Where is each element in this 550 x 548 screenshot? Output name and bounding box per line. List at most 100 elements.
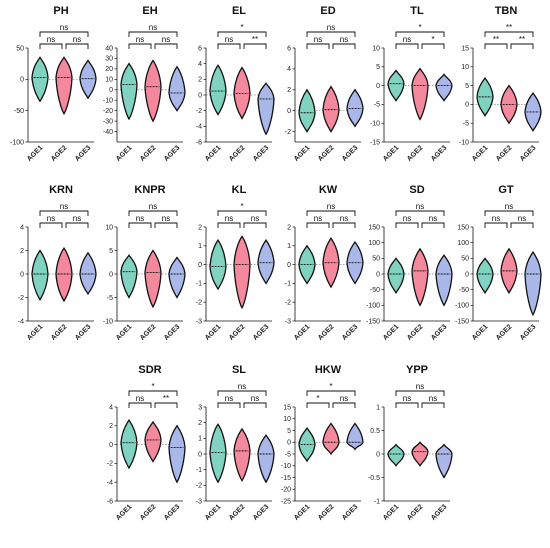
significance-bracket xyxy=(65,43,89,49)
y-tick-label: 150 xyxy=(457,224,469,231)
panel-kl: KL -3 -2 -1 0 1 2 AGE1 AGE2 AGE3 ns ns * xyxy=(196,184,275,342)
panel-title: KW xyxy=(319,184,338,196)
y-tick-label: 4 xyxy=(198,61,202,68)
significance-label: ns xyxy=(327,23,335,32)
y-tick-label: 2 xyxy=(287,224,291,231)
significance-label: * xyxy=(240,23,243,32)
x-tick-label: AGE2 xyxy=(228,144,247,163)
x-tick-label: AGE1 xyxy=(471,144,490,163)
violin-age3 xyxy=(168,424,186,484)
significance-label: ns xyxy=(340,214,348,223)
significance-bracket xyxy=(306,222,330,228)
y-tick-label: -150 xyxy=(455,318,469,325)
violin-age2 xyxy=(233,427,251,482)
y-tick-label: -4 xyxy=(18,318,24,325)
y-tick-label: 0 xyxy=(20,77,24,84)
y-tick-label: -1 xyxy=(374,498,380,505)
x-tick-label: AGE1 xyxy=(204,144,223,163)
x-tick-label: AGE3 xyxy=(163,323,182,342)
y-tick-label: -1 xyxy=(196,281,202,288)
x-tick-label: AGE3 xyxy=(163,503,182,522)
y-tick-label: 30 xyxy=(105,56,113,63)
y-tick-label: 0 xyxy=(376,83,380,90)
y-tick-label: -25 xyxy=(281,498,291,505)
y-tick-label: 50 xyxy=(372,256,380,263)
significance-label: ns xyxy=(238,382,246,391)
y-tick-label: 100 xyxy=(457,240,469,247)
significance-bracket xyxy=(306,210,356,216)
violin-age1 xyxy=(387,443,405,468)
y-tick-label: -2 xyxy=(285,300,291,307)
significance-label: * xyxy=(151,382,154,391)
significance-bracket xyxy=(484,210,534,216)
significance-bracket xyxy=(217,210,267,216)
significance-label: ns xyxy=(251,394,259,403)
y-tick-label: 2 xyxy=(287,87,291,94)
y-tick-label: 0 xyxy=(376,451,380,458)
violin-age2 xyxy=(55,56,73,116)
y-tick-label: 2 xyxy=(109,423,113,430)
y-tick-label: 40 xyxy=(105,45,113,52)
y-tick-label: 100 xyxy=(368,240,380,247)
violin-age1 xyxy=(298,88,316,133)
panel-tl: TL -15 -10 -5 0 5 10 AGE1 AGE2 AGE3 ns * * xyxy=(370,5,453,163)
y-tick-label: -5 xyxy=(374,102,380,109)
violin-age2 xyxy=(55,247,73,303)
violin-age1 xyxy=(31,249,49,302)
significance-label: ns xyxy=(136,35,144,44)
x-tick-label: AGE2 xyxy=(317,503,336,522)
x-tick-label: AGE3 xyxy=(252,503,271,522)
panel-title: TL xyxy=(410,5,424,17)
y-tick-label: -3 xyxy=(196,498,202,505)
y-tick-label: -1 xyxy=(285,281,291,288)
x-tick-label: AGE1 xyxy=(293,323,312,342)
panel-title: KRN xyxy=(49,184,73,196)
violin-age3 xyxy=(168,256,186,299)
x-tick-label: AGE2 xyxy=(406,503,425,522)
x-tick-label: AGE1 xyxy=(115,144,134,163)
x-tick-label: AGE3 xyxy=(519,323,538,342)
significance-bracket xyxy=(217,31,267,37)
panel-title: YPP xyxy=(406,364,428,376)
significance-bracket xyxy=(306,402,330,408)
panel-title: PH xyxy=(53,5,68,17)
x-tick-label: AGE2 xyxy=(495,144,514,163)
violin-age2 xyxy=(322,422,340,456)
significance-bracket xyxy=(128,31,178,37)
x-tick-label: AGE2 xyxy=(317,323,336,342)
significance-bracket xyxy=(39,31,89,37)
x-tick-label: AGE2 xyxy=(406,144,425,163)
significance-bracket xyxy=(39,210,89,216)
y-tick-label: -15 xyxy=(370,139,380,146)
significance-label: * xyxy=(240,202,243,211)
x-tick-label: AGE3 xyxy=(252,323,271,342)
significance-label: ns xyxy=(73,214,81,223)
y-tick-label: -40 xyxy=(103,129,113,136)
significance-label: ns xyxy=(225,214,233,223)
significance-bracket xyxy=(306,390,356,396)
significance-bracket xyxy=(421,222,445,228)
significance-label: * xyxy=(418,23,421,32)
y-tick-label: 15 xyxy=(461,45,469,52)
y-tick-label: -100 xyxy=(10,139,24,146)
y-tick-label: 2 xyxy=(198,77,202,84)
y-tick-label: 0 xyxy=(465,102,469,109)
x-tick-label: AGE1 xyxy=(26,144,45,163)
y-tick-label: 1 xyxy=(376,404,380,411)
y-tick-label: 6 xyxy=(287,45,291,52)
significance-bracket xyxy=(243,43,267,49)
significance-bracket xyxy=(154,43,178,49)
x-tick-label: AGE2 xyxy=(228,323,247,342)
significance-label: ns xyxy=(136,214,144,223)
y-tick-label: -30 xyxy=(103,118,113,125)
violin-age2 xyxy=(411,247,429,307)
significance-label: ** xyxy=(519,35,525,44)
y-tick-label: -100 xyxy=(366,303,380,310)
violin-age2 xyxy=(144,420,162,463)
y-tick-label: 4 xyxy=(109,404,113,411)
violin-age1 xyxy=(209,423,227,484)
